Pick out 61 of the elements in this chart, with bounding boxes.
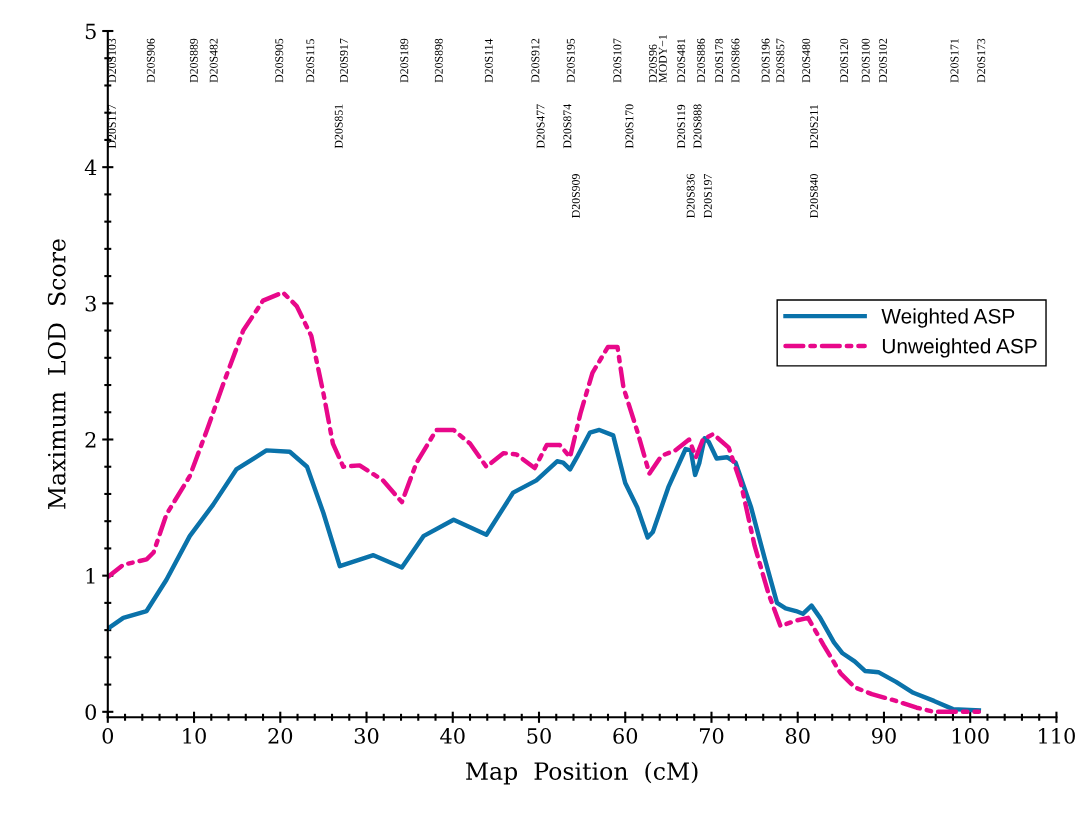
annotation: D20S909 <box>571 174 580 218</box>
x-tick-label: 90 <box>872 728 896 744</box>
annotation: D20S888 <box>693 104 702 149</box>
annotation: D20S114 <box>484 38 493 83</box>
y-axis-title: Maximum LOD Score <box>47 239 66 509</box>
y-tick-label: 3 <box>85 295 96 312</box>
annotation: D20S171 <box>950 38 959 83</box>
annotation: D20S851 <box>334 104 343 149</box>
x-tick-label: 40 <box>440 728 465 744</box>
annotation: D20S195 <box>566 38 575 83</box>
annotation: D20S898 <box>434 38 443 83</box>
legend-label: Weighted ASP <box>881 308 1015 328</box>
annotation: D20S103 <box>108 38 116 83</box>
annotation: D20S117 <box>108 104 116 149</box>
annotation: D20S196 <box>761 38 770 83</box>
annotation: D20S906 <box>146 38 155 83</box>
annotation: D20S477 <box>536 104 545 149</box>
x-tick-label: 0 <box>102 728 114 744</box>
annotation: D20S482 <box>209 38 218 83</box>
y-tick-label: 5 <box>85 23 96 40</box>
annotation: D20S100 <box>861 38 870 83</box>
annotation: D20S189 <box>400 38 409 83</box>
annotation: D20S102 <box>878 38 887 83</box>
annotation: D20S211 <box>810 105 818 149</box>
annotation: D20S917 <box>339 38 348 83</box>
annotation: D20S857 <box>776 38 785 83</box>
annotation: D20S96 MODY−1 <box>648 34 667 83</box>
annotation: D20S874 <box>563 104 572 149</box>
line-series <box>107 427 982 713</box>
annotation: D20S480 <box>802 38 811 83</box>
annotation: D20S119 <box>677 104 686 149</box>
x-tick-label: 110 <box>1039 728 1075 744</box>
annotation: D20S886 <box>697 38 705 83</box>
x-tick-label: 70 <box>699 728 724 744</box>
x-tick-label: 80 <box>785 728 810 744</box>
annotation: D20S866 <box>731 38 740 83</box>
annotation: D20S840 <box>810 174 818 218</box>
annotation: D20S905 <box>275 38 284 83</box>
y-tick-label: 2 <box>85 431 96 448</box>
x-tick-label: 10 <box>183 728 206 744</box>
y-tick-label: 4 <box>84 159 97 176</box>
x-tick-label: 60 <box>613 728 638 744</box>
x-tick-label: 20 <box>268 728 293 744</box>
annotation: D20S836 <box>686 173 695 218</box>
annotation: D20S170 <box>625 104 634 149</box>
annotation: D20S173 <box>977 38 986 83</box>
annotation: D20S912 <box>531 38 540 83</box>
x-tick-label: 100 <box>952 728 989 744</box>
annotation: D20S481 <box>677 38 686 83</box>
annotation: D20S889 <box>189 38 198 83</box>
annotation: D20S197 <box>703 173 712 218</box>
y-tick-label: 0 <box>85 704 96 721</box>
x-tick-label: 30 <box>354 728 379 744</box>
annotation: D20S120 <box>840 38 849 83</box>
y-tick-label: 1 <box>86 568 95 584</box>
annotation: D20S178 <box>715 38 724 83</box>
annotation: D20S115 <box>306 39 315 83</box>
annotation: D20S107 <box>613 38 622 83</box>
x-tick-label: 50 <box>527 728 551 744</box>
legend-label: Unweighted ASP <box>882 338 1037 358</box>
x-axis-title: Map Position (cM) <box>466 761 698 785</box>
